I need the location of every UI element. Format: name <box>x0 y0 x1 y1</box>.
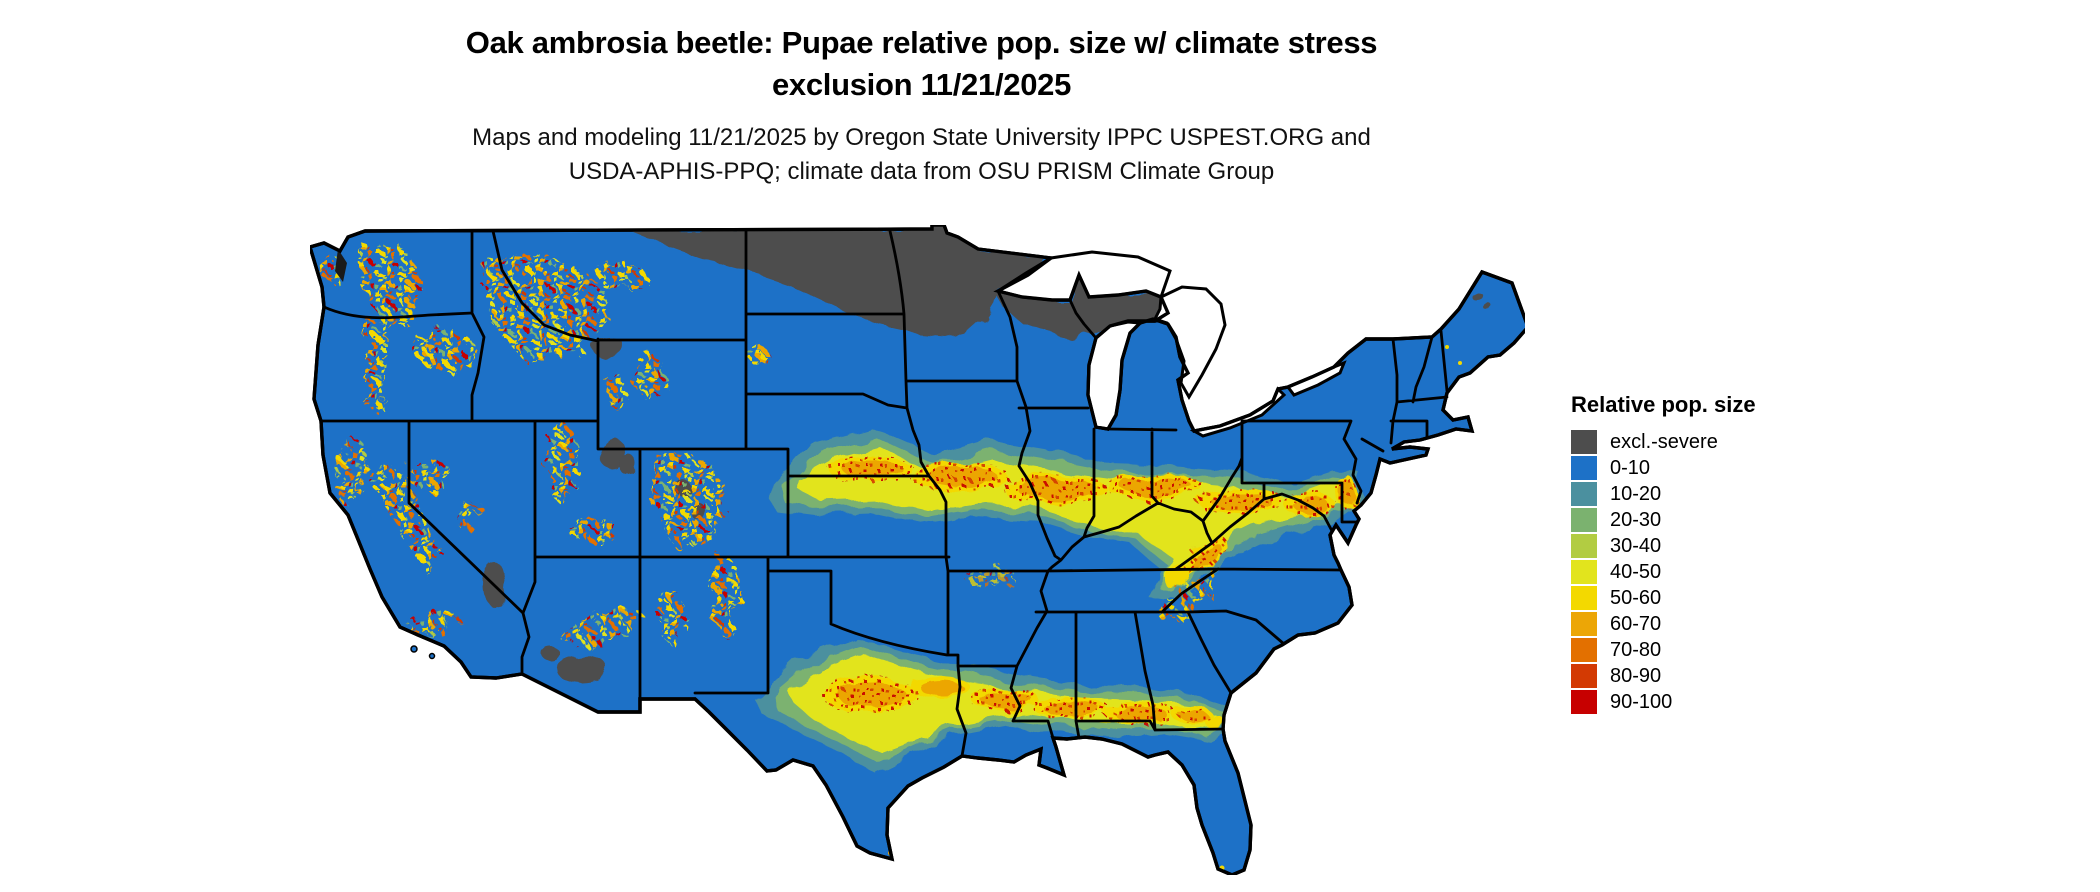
legend-swatch <box>1571 690 1597 714</box>
legend-item: 0-10 <box>1571 455 1756 481</box>
legend-rows: excl.-severe 0-10 10-20 20-30 30-40 40-50 50-6… <box>1571 429 1756 715</box>
legend-item: 80-90 <box>1571 663 1756 689</box>
heat-band-southern <box>755 637 1238 773</box>
legend-item: 20-30 <box>1571 507 1756 533</box>
map-title-line1: Oak ambrosia beetle: Pupae relative pop.… <box>465 25 1378 60</box>
legend-item-label: 10-20 <box>1610 482 1662 505</box>
legend-swatch <box>1571 482 1597 506</box>
legend-item: 30-40 <box>1571 533 1756 559</box>
puget-sound <box>335 249 347 282</box>
legend-item-label: 80-90 <box>1610 664 1662 687</box>
legend-item-label: 60-70 <box>1610 612 1662 635</box>
legend-swatch <box>1571 638 1597 662</box>
map-title-line2: exclusion 11/21/2025 <box>771 67 1072 102</box>
channel-islands <box>410 645 436 660</box>
legend-swatch <box>1571 560 1597 584</box>
map-subtitle-line2: USDA-APHIS-PPQ; climate data from OSU PR… <box>568 158 1275 185</box>
legend-item: excl.-severe <box>1571 429 1756 455</box>
legend-swatch <box>1571 430 1597 454</box>
legend-item: 90-100 <box>1571 689 1756 715</box>
legend-item-label: 20-30 <box>1610 508 1662 531</box>
legend-swatch <box>1571 508 1597 532</box>
legend-item: 60-70 <box>1571 611 1756 637</box>
legend-item-label: 50-60 <box>1610 586 1662 609</box>
state-borders <box>319 229 1449 758</box>
us-map-svg <box>310 225 1525 875</box>
map-subtitle-line1: Maps and modeling 11/21/2025 by Oregon S… <box>472 124 1371 151</box>
legend-swatch <box>1571 612 1597 636</box>
legend-swatch <box>1571 456 1597 480</box>
legend-item-label: excl.-severe <box>1610 430 1718 453</box>
legend-item-label: 30-40 <box>1610 534 1662 557</box>
legend-swatch <box>1571 534 1597 558</box>
legend-title: Relative pop. size <box>1571 392 1756 417</box>
legend-item-label: 90-100 <box>1610 690 1673 713</box>
legend-item: 50-60 <box>1571 585 1756 611</box>
legend-item-label: 0-10 <box>1610 456 1651 479</box>
map-title: Oak ambrosia beetle: Pupae relative pop.… <box>0 22 1843 106</box>
legend-swatch <box>1571 664 1597 688</box>
legend-item: 40-50 <box>1571 559 1756 585</box>
title-block: Oak ambrosia beetle: Pupae relative pop.… <box>0 22 1843 189</box>
legend-item: 10-20 <box>1571 481 1756 507</box>
us-map <box>310 225 1525 875</box>
map-subtitle: Maps and modeling 11/21/2025 by Oregon S… <box>0 121 1843 189</box>
legend: Relative pop. size excl.-severe 0-10 10-20… <box>1571 392 1756 715</box>
legend-swatch <box>1571 586 1597 610</box>
legend-item-label: 40-50 <box>1610 560 1662 583</box>
mountain-speckle <box>320 243 1221 646</box>
legend-item-label: 70-80 <box>1610 638 1662 661</box>
legend-item: 70-80 <box>1571 637 1756 663</box>
